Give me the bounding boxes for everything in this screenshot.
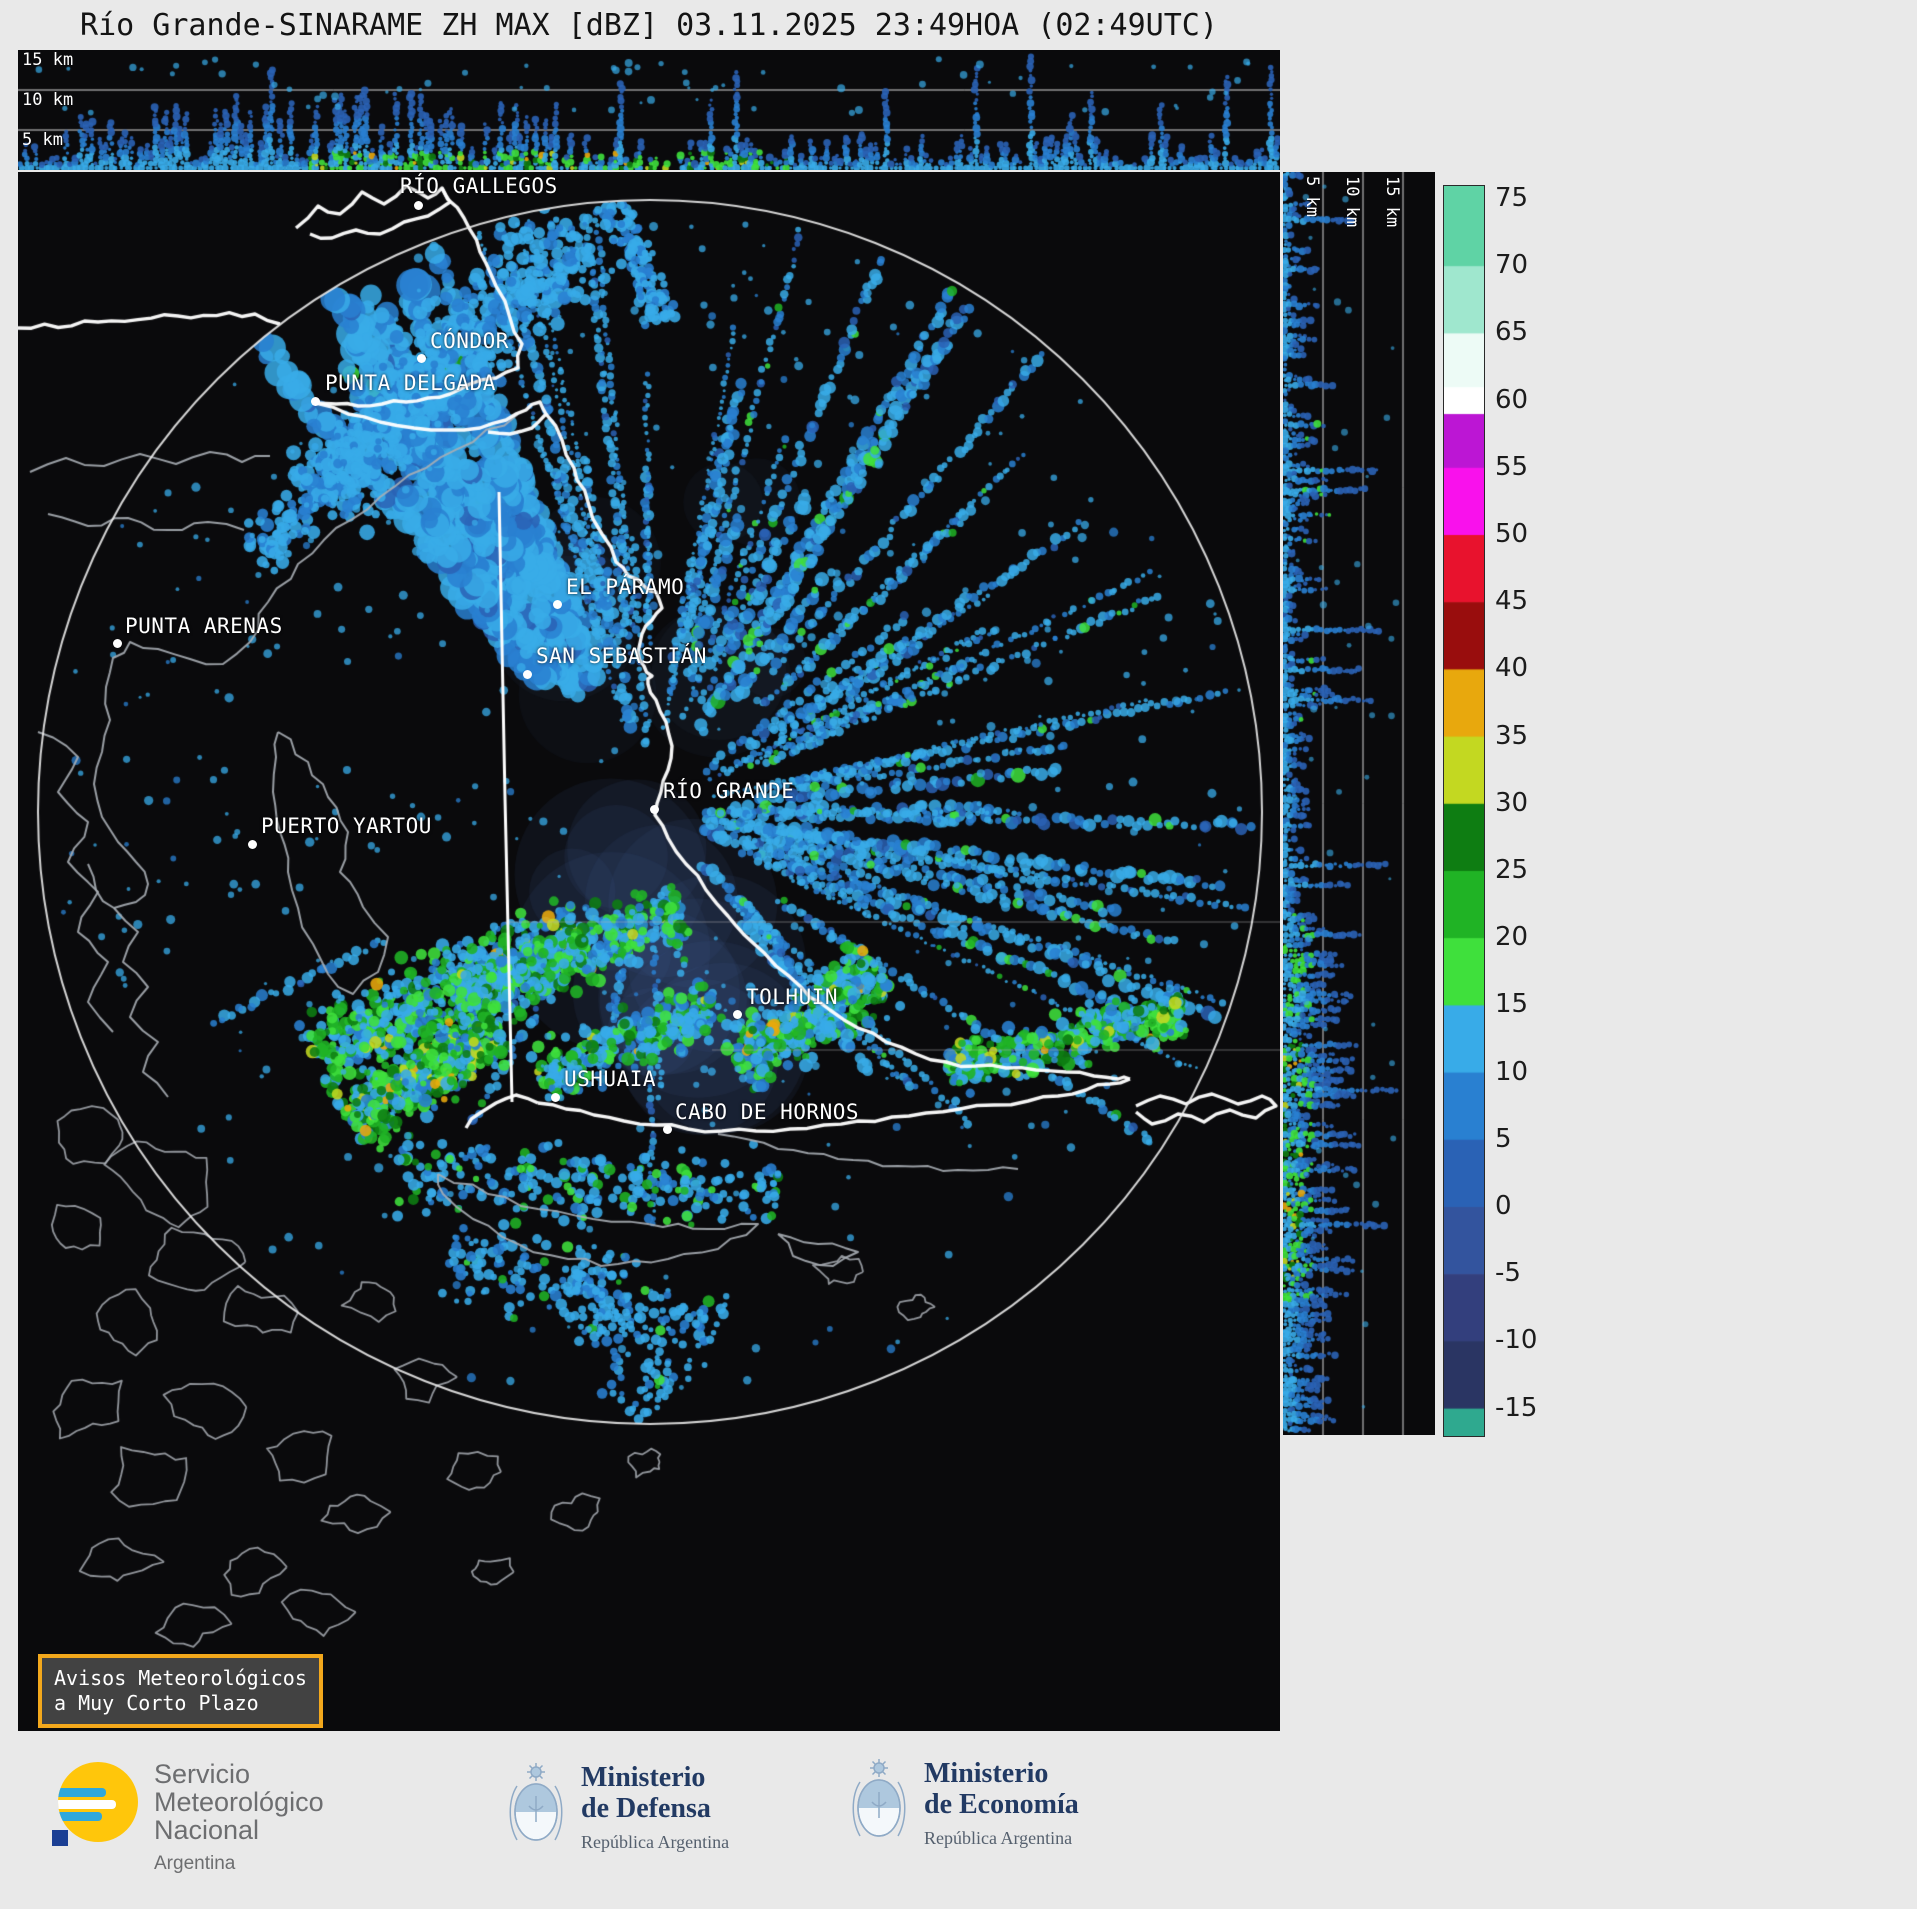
colorbar-tick-70: 70 bbox=[1495, 250, 1529, 281]
economia-subtitle: República Argentina bbox=[924, 1828, 1073, 1848]
smn-line2: Meteorológico bbox=[154, 1787, 324, 1817]
colorbar: 75 70 65 60 55 50 45 40 35 30 25 20 15 10 5 0 -5 -10 -15 bbox=[1443, 183, 1593, 1445]
place-label-ushuaia: USHUAIA bbox=[564, 1067, 657, 1091]
colorbar-tick--15: -15 bbox=[1495, 1392, 1538, 1423]
smn-line1: Servicio bbox=[154, 1759, 251, 1789]
place-marker bbox=[733, 1010, 742, 1019]
colorbar-scale-canvas bbox=[1443, 185, 1485, 1437]
place-label-r-o-gallegos: RÍO GALLEGOS bbox=[400, 174, 558, 198]
alert-box-line2: a Muy Corto Plazo bbox=[54, 1691, 259, 1715]
radar-ppi-canvas bbox=[18, 172, 1280, 1731]
colorbar-tick--10: -10 bbox=[1495, 1325, 1538, 1356]
place-marker bbox=[650, 805, 659, 814]
place-label-san-sebasti-n: SAN SEBASTIÁN bbox=[536, 644, 707, 668]
place-marker bbox=[113, 639, 122, 648]
colorbar-tick-5: 5 bbox=[1495, 1123, 1512, 1154]
colorbar-tick-50: 50 bbox=[1495, 519, 1529, 549]
place-marker bbox=[311, 397, 320, 406]
place-marker bbox=[417, 354, 426, 363]
cross-section-right-panel: 5 km 10 km 15 km bbox=[1283, 172, 1435, 1435]
economia-line2: de Economía bbox=[924, 1789, 1079, 1820]
place-label-r-o-grande: RÍO GRANDE bbox=[663, 779, 795, 803]
place-label-punta-arenas: PUNTA ARENAS bbox=[125, 614, 283, 638]
smn-country: Argentina bbox=[154, 1853, 236, 1874]
page-title: Río Grande-SINARAME ZH MAX [dBZ] 03.11.2… bbox=[80, 8, 1218, 43]
smn-logo-block: Servicio Meteorológico Nacional Argentin… bbox=[52, 1760, 324, 1878]
colorbar-tick-0: 0 bbox=[1495, 1191, 1512, 1221]
axis-label-15km-vertical: 15 km bbox=[1382, 176, 1402, 228]
colorbar-tick-55: 55 bbox=[1495, 451, 1529, 482]
place-marker bbox=[551, 1093, 560, 1102]
cross-section-top-canvas bbox=[18, 50, 1280, 170]
place-label-cabo-de-hornos: CABO DE HORNOS bbox=[675, 1100, 860, 1124]
axis-label-5km-vertical: 5 km bbox=[1302, 176, 1322, 217]
defensa-text: Ministerio de Defensa República Argentin… bbox=[581, 1762, 729, 1853]
cross-section-right-canvas bbox=[1283, 172, 1435, 1435]
smn-logo-icon bbox=[52, 1762, 138, 1846]
colorbar-tick-35: 35 bbox=[1495, 720, 1529, 751]
place-marker bbox=[663, 1125, 672, 1134]
radar-map-panel: RÍO GALLEGOS CÓNDOR PUNTA DELGADA EL PÁRAMO… bbox=[18, 172, 1280, 1731]
place-label-puerto-yartou: PUERTO YARTOU bbox=[261, 814, 432, 838]
alert-box-line1: Avisos Meteorológicos bbox=[54, 1666, 307, 1690]
place-label-el-p-ramo: EL PÁRAMO bbox=[566, 575, 685, 599]
defensa-line1: Ministerio bbox=[581, 1762, 706, 1793]
axis-label-5km: 5 km bbox=[22, 130, 63, 150]
place-label-punta-delgada: PUNTA DELGADA bbox=[325, 371, 496, 395]
colorbar-tick-30: 30 bbox=[1495, 787, 1529, 818]
colorbar-tick-15: 15 bbox=[1495, 989, 1529, 1020]
place-marker bbox=[248, 840, 257, 849]
defensa-subtitle: República Argentina bbox=[581, 1832, 730, 1852]
colorbar-tick-10: 10 bbox=[1495, 1056, 1529, 1087]
colorbar-tick-75: 75 bbox=[1495, 183, 1529, 213]
economia-line1: Ministerio bbox=[924, 1758, 1049, 1789]
smn-text: Servicio Meteorológico Nacional Argentin… bbox=[154, 1760, 324, 1878]
coat-of-arms-icon bbox=[509, 1763, 563, 1841]
place-label-c-ndor: CÓNDOR bbox=[430, 329, 509, 353]
alert-box: Avisos Meteorológicos a Muy Corto Plazo bbox=[38, 1654, 323, 1728]
coat-of-arms-icon bbox=[852, 1759, 906, 1837]
axis-label-10km: 10 km bbox=[22, 90, 74, 110]
smn-line3: Nacional bbox=[154, 1815, 260, 1845]
colorbar-tick-65: 65 bbox=[1495, 317, 1529, 348]
place-marker bbox=[523, 670, 532, 679]
economia-text: Ministerio de Economía República Argenti… bbox=[924, 1758, 1079, 1849]
place-marker bbox=[553, 600, 562, 609]
colorbar-tick-25: 25 bbox=[1495, 855, 1529, 885]
colorbar-tick-40: 40 bbox=[1495, 653, 1529, 684]
ministerio-defensa-block: Ministerio de Defensa República Argentin… bbox=[505, 1762, 729, 1854]
cross-section-top-panel: 15 km 10 km 5 km bbox=[18, 50, 1280, 170]
colorbar-tick--5: -5 bbox=[1495, 1258, 1521, 1289]
place-marker bbox=[414, 201, 423, 210]
ministerio-economia-block: Ministerio de Economía República Argenti… bbox=[848, 1758, 1079, 1850]
colorbar-tick-60: 60 bbox=[1495, 384, 1529, 415]
colorbar-tick-20: 20 bbox=[1495, 922, 1529, 953]
place-label-tolhuin: TOLHUIN bbox=[746, 985, 839, 1009]
defensa-line2: de Defensa bbox=[581, 1793, 711, 1824]
axis-label-15km: 15 km bbox=[22, 50, 74, 70]
colorbar-tick-45: 45 bbox=[1495, 586, 1529, 617]
axis-label-10km-vertical: 10 km bbox=[1342, 176, 1362, 228]
